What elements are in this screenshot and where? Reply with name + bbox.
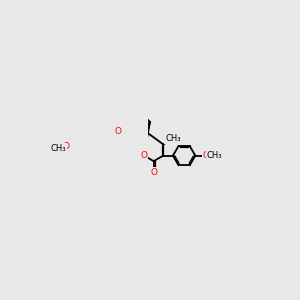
Text: O: O [140,151,148,160]
Text: CH₃: CH₃ [206,151,222,160]
Text: CH₃: CH₃ [50,144,66,153]
Text: O: O [203,151,210,160]
Text: CH₃: CH₃ [165,134,181,143]
Text: O: O [114,127,121,136]
Text: O: O [150,168,157,177]
Text: O: O [62,142,69,151]
